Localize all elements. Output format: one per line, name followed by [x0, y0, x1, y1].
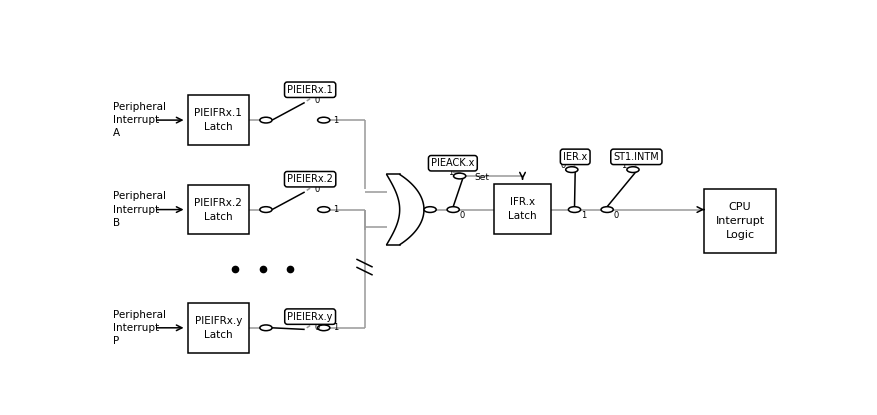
- Text: Set: Set: [474, 173, 489, 182]
- Text: 1: 1: [581, 211, 586, 220]
- Circle shape: [260, 325, 272, 331]
- FancyBboxPatch shape: [188, 303, 249, 353]
- Circle shape: [260, 117, 272, 123]
- Text: CPU
Interrupt
Logic: CPU Interrupt Logic: [716, 202, 765, 240]
- Circle shape: [260, 207, 272, 212]
- Circle shape: [627, 167, 639, 173]
- Text: IFR.x
Latch: IFR.x Latch: [508, 197, 537, 221]
- Text: 1: 1: [333, 205, 339, 214]
- FancyBboxPatch shape: [188, 185, 249, 234]
- Text: PIEIERx.1: PIEIERx.1: [288, 85, 333, 95]
- Text: 0: 0: [460, 211, 465, 220]
- Text: 0: 0: [314, 96, 319, 105]
- Text: PIEIERx.2: PIEIERx.2: [287, 174, 333, 184]
- Text: IER.x: IER.x: [563, 152, 588, 162]
- Circle shape: [601, 207, 613, 212]
- Circle shape: [317, 207, 330, 212]
- Text: Peripheral
Interrupt
P: Peripheral Interrupt P: [113, 310, 166, 346]
- FancyBboxPatch shape: [188, 95, 249, 145]
- Circle shape: [453, 173, 466, 179]
- Text: 1: 1: [333, 116, 339, 124]
- Circle shape: [424, 207, 436, 212]
- Circle shape: [317, 117, 330, 123]
- Text: Peripheral
Interrupt
B: Peripheral Interrupt B: [113, 191, 166, 228]
- Text: PIEIERx.y: PIEIERx.y: [288, 312, 332, 322]
- Text: 1: 1: [333, 323, 339, 332]
- FancyBboxPatch shape: [704, 189, 776, 253]
- Text: PIEIFRx.y
Latch: PIEIFRx.y Latch: [195, 316, 242, 340]
- Circle shape: [568, 207, 581, 212]
- Text: 0: 0: [613, 211, 618, 220]
- FancyBboxPatch shape: [494, 184, 552, 234]
- Text: 1: 1: [622, 161, 627, 170]
- Text: PIEIFRx.2
Latch: PIEIFRx.2 Latch: [195, 198, 242, 222]
- Text: ST1.INTM: ST1.INTM: [614, 152, 660, 162]
- Text: 0: 0: [560, 161, 566, 170]
- Text: 1: 1: [448, 168, 453, 177]
- Circle shape: [317, 325, 330, 331]
- Text: Peripheral
Interrupt
A: Peripheral Interrupt A: [113, 102, 166, 138]
- Text: PIEIFRx.1
Latch: PIEIFRx.1 Latch: [195, 108, 242, 132]
- Circle shape: [447, 207, 460, 212]
- Text: 0: 0: [314, 323, 319, 332]
- Text: PIEACK.x: PIEACK.x: [431, 158, 474, 168]
- Circle shape: [566, 167, 578, 173]
- Text: 0: 0: [314, 185, 319, 194]
